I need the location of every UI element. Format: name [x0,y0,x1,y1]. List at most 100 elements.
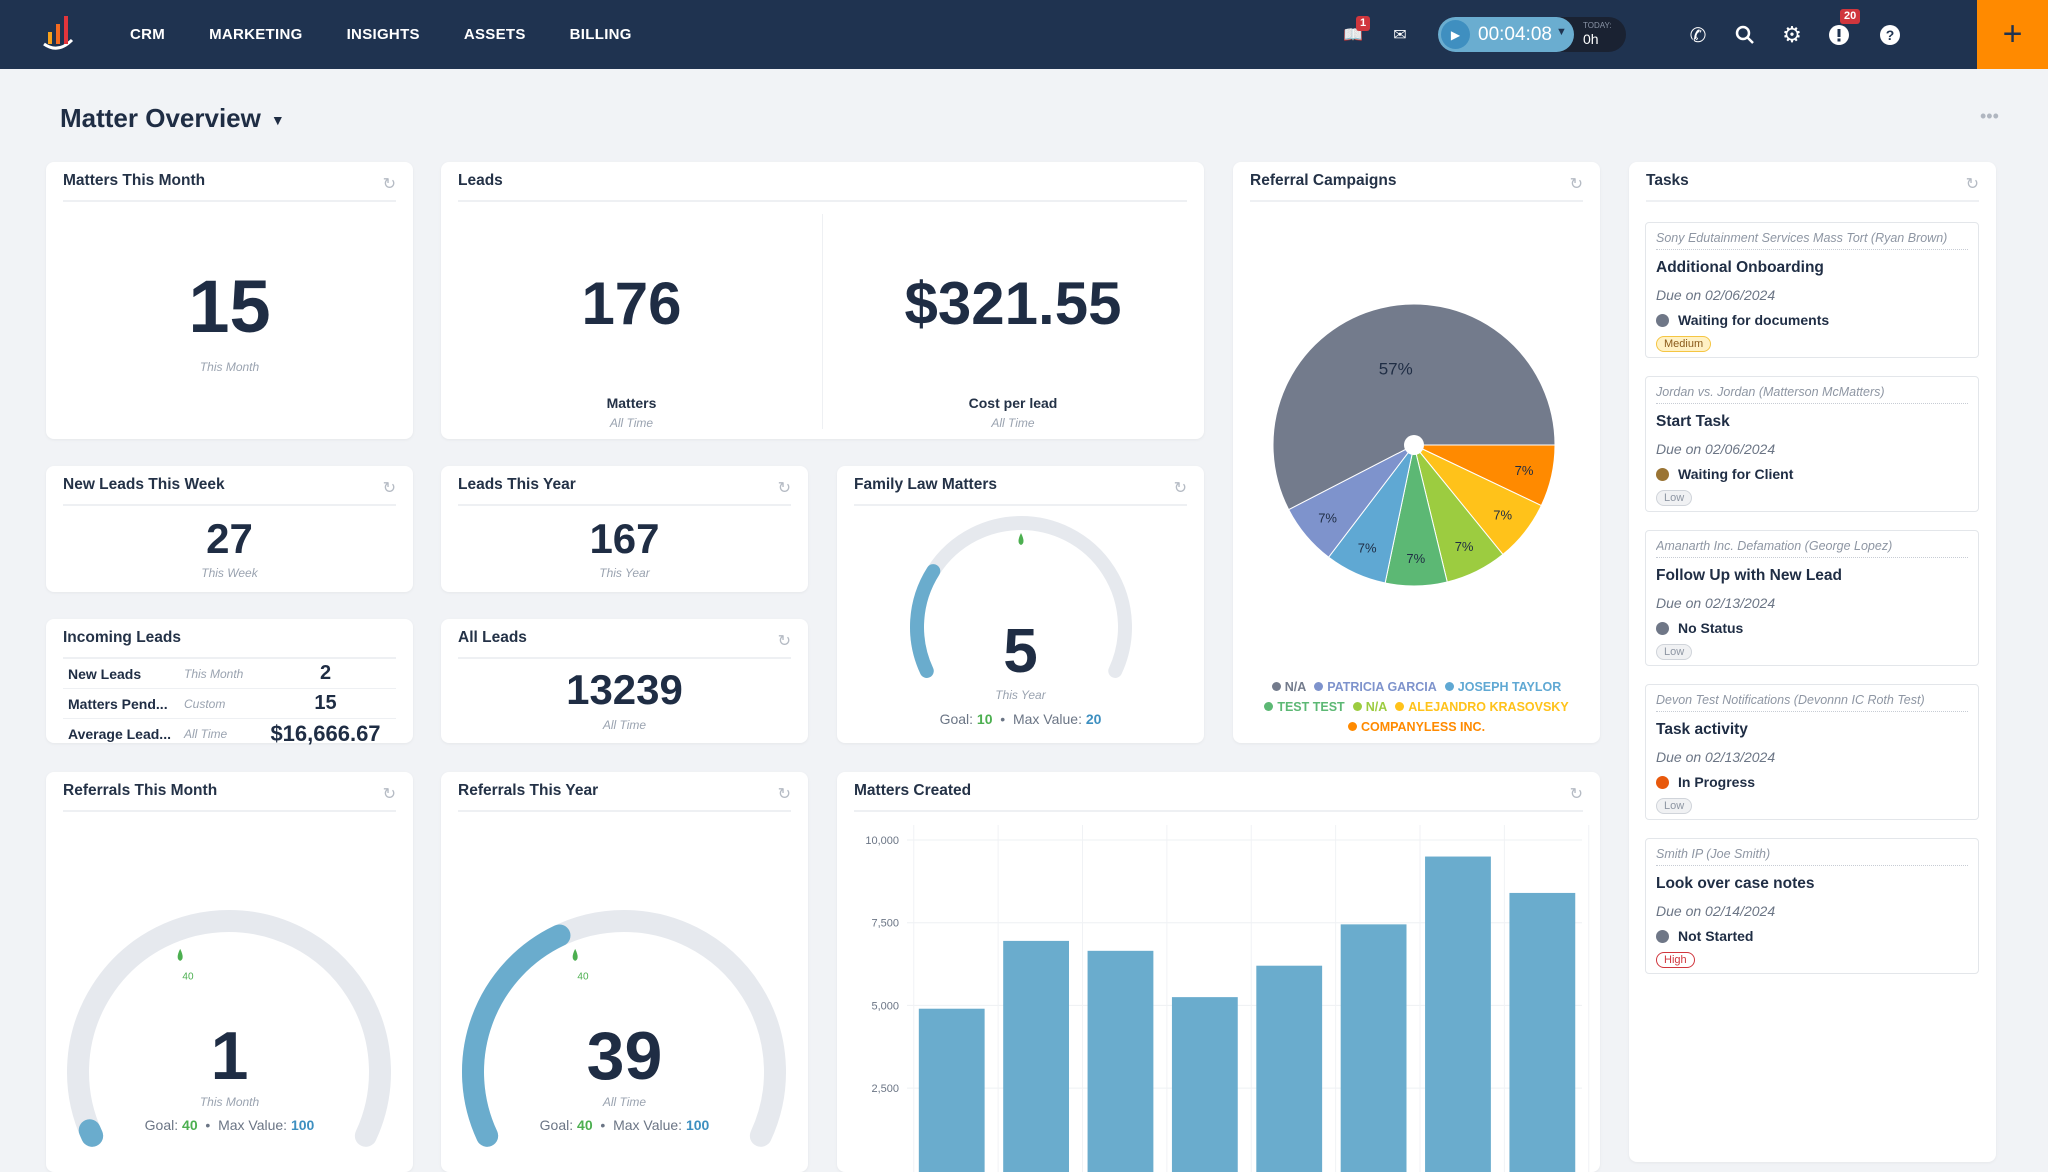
gauge-fill [910,564,941,678]
refresh-icon[interactable]: ↻ [382,786,396,803]
slice-label: 7% [1318,511,1337,526]
help-icon[interactable]: ? [1877,22,1903,48]
task-matter[interactable]: Jordan vs. Jordan (Matterson McMatters) [1656,385,1968,404]
task-item[interactable]: Jordan vs. Jordan (Matterson McMatters) … [1645,376,1979,512]
slice-label: 57% [1379,360,1413,379]
table-row[interactable]: Average Lead... All Time $16,666.67 [63,719,396,749]
nav-crm[interactable]: CRM [130,26,166,43]
task-title[interactable]: Start Task [1656,413,1730,430]
legend-item[interactable]: JOSEPH TAYLOR [1444,680,1561,694]
task-item[interactable]: Devon Test Notifications (Devonnn IC Rot… [1645,684,1979,820]
task-title[interactable]: Additional Onboarding [1656,259,1824,276]
gauge-value: 1 [210,1018,249,1094]
goal-value: 10 [976,711,993,727]
referrals-this-month-card: Referrals This Month ↻ 40 1 This Month G… [46,772,413,1172]
legend-item[interactable]: N/A [1352,700,1387,714]
task-status-text: Not Started [1678,928,1754,944]
task-title[interactable]: Task activity [1656,721,1748,738]
bar[interactable] [918,1008,985,1172]
alert-icon[interactable]: 20 [1826,9,1861,48]
task-status: Waiting for documents [1656,312,1968,328]
inbox-icon[interactable]: 📖 1 [1340,16,1371,48]
refresh-icon[interactable]: ↻ [777,786,791,803]
table-row[interactable]: New Leads This Month 2 [63,659,396,689]
inbox-badge: 1 [1356,16,1371,31]
table-row[interactable]: Matters Pend... Custom 15 [63,689,396,719]
task-due-date: Due on 02/13/2024 [1656,749,1776,765]
legend-item[interactable]: COMPANYLESS INC. [1347,720,1485,734]
row-name: Matters Pend... [68,695,168,712]
priority-badge: Low [1656,490,1693,506]
phone-icon[interactable]: ✆ [1689,24,1707,47]
refresh-icon[interactable]: ↻ [777,633,791,650]
metric-value: 167 [589,515,660,562]
refresh-icon[interactable]: ↻ [1173,480,1187,497]
bar[interactable] [1509,892,1576,1172]
legend-item[interactable]: ALEJANDRO KRASOVSKY [1395,700,1569,714]
task-matter[interactable]: Amanarth Inc. Defamation (George Lopez) [1656,539,1968,558]
add-button[interactable]: + [1977,0,2048,69]
task-title[interactable]: Look over case notes [1656,875,1815,892]
time-tracker[interactable]: ▶ 00:04:08 ▼ TODAY: 0h [1438,17,1626,52]
pie-slice[interactable] [1272,303,1556,511]
more-options-icon[interactable]: ••• [1980,106,1999,126]
search-icon[interactable] [1732,22,1758,48]
refresh-icon[interactable]: ↻ [382,176,396,193]
page-title[interactable]: Matter Overview ▼ [60,103,285,134]
y-tick-label: 5,000 [871,1000,899,1012]
page-title-text: Matter Overview [60,103,261,133]
task-matter[interactable]: Sony Edutainment Services Mass Tort (Rya… [1656,231,1968,250]
goal-label: Goal: [539,1117,574,1133]
max-value: 100 [685,1117,710,1133]
new-leads-week-card: New Leads This Week ↻ 27 This Week [46,466,413,592]
svg-text:?: ? [1886,27,1895,43]
mail-icon[interactable]: ✉ [1393,27,1407,44]
legend-label: PATRICIA GARCIA [1327,680,1437,694]
task-item[interactable]: Smith IP (Joe Smith) Look over case note… [1645,838,1979,974]
legend-item[interactable]: PATRICIA GARCIA [1314,680,1437,694]
task-matter[interactable]: Devon Test Notifications (Devonnn IC Rot… [1656,693,1968,712]
bar[interactable] [1087,950,1154,1172]
nav-assets[interactable]: ASSETS [463,26,526,43]
refresh-icon[interactable]: ↻ [777,480,791,497]
bar[interactable] [1003,940,1069,1172]
priority-badge: Low [1656,798,1693,814]
row-value: $16,666.67 [270,721,381,746]
refresh-icon[interactable]: ↻ [1965,176,1979,193]
task-title[interactable]: Follow Up with New Lead [1656,567,1842,584]
chevron-down-icon[interactable]: ▼ [270,112,285,129]
play-icon[interactable]: ▶ [1441,20,1470,49]
legend-item[interactable]: N/A [1271,680,1306,694]
nav-insights[interactable]: INSIGHTS [346,26,420,43]
bar[interactable] [1171,997,1238,1172]
refresh-icon[interactable]: ↻ [382,480,396,497]
task-status-text: In Progress [1678,774,1756,790]
max-label: Max Value: [613,1117,683,1133]
matters-label: Matters [606,395,657,411]
goal-label: Goal: [144,1117,179,1133]
y-tick-label: 7,500 [871,918,899,930]
pie-legend: N/A PATRICIA GARCIA JOSEPH TAYLOR TEST TEST… [1233,677,1600,737]
task-item[interactable]: Amanarth Inc. Defamation (George Lopez) … [1645,530,1979,666]
task-due-date: Due on 02/06/2024 [1656,441,1776,457]
status-dot-icon [1656,467,1669,481]
metric-value: 15 [188,265,271,348]
refresh-icon[interactable]: ↻ [1569,786,1583,803]
gear-icon[interactable]: ⚙ [1782,22,1802,47]
chevron-down-icon[interactable]: ▼ [1556,26,1567,38]
card-title: Referral Campaigns [1250,172,1583,202]
task-item[interactable]: Sony Edutainment Services Mass Tort (Rya… [1645,222,1979,358]
nav-billing[interactable]: BILLING [569,26,632,43]
referrals-this-year-card: Referrals This Year ↻ 40 39 All Time Goa… [441,772,808,1172]
legend-label: ALEJANDRO KRASOVSKY [1408,700,1569,714]
legend-item[interactable]: TEST TEST [1264,700,1345,714]
bar[interactable] [1256,965,1323,1172]
bar[interactable] [1340,924,1407,1172]
refresh-icon[interactable]: ↻ [1569,176,1583,193]
alerts-badge: 20 [1840,9,1861,24]
nav-marketing[interactable]: MARKETING [209,26,303,43]
bar[interactable] [1425,856,1491,1172]
app-logo[interactable] [40,14,76,52]
gauge-goal-line: Goal: 40 • Max Value: 100 [144,1117,315,1133]
task-matter[interactable]: Smith IP (Joe Smith) [1656,847,1968,866]
